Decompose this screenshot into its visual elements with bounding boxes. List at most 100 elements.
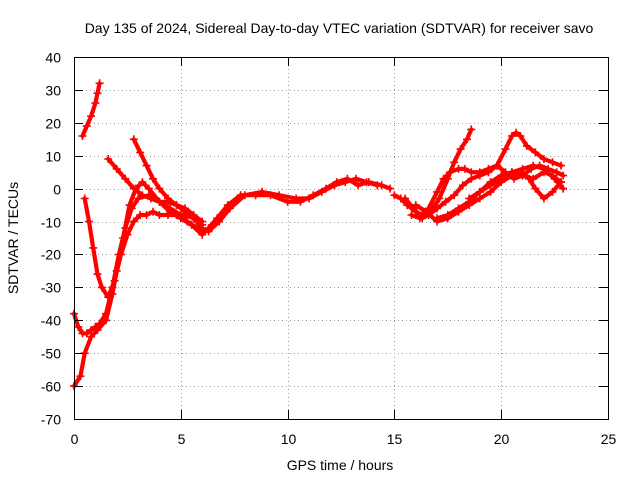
data-point (407, 211, 416, 219)
data-point (411, 201, 420, 210)
data-point (456, 145, 465, 154)
data-point (275, 191, 284, 200)
data-point (460, 164, 469, 173)
data-point (110, 276, 119, 285)
data-point (559, 171, 568, 180)
y-tick-label: -30 (41, 280, 61, 296)
data-point (155, 197, 164, 206)
y-tick-label: 20 (45, 116, 61, 132)
data-point (198, 220, 207, 229)
data-point (138, 191, 147, 200)
data-point (74, 322, 83, 331)
data-point (89, 243, 98, 252)
data-series (70, 79, 568, 391)
data-point (539, 164, 548, 173)
data-point (95, 79, 104, 88)
data-point (475, 171, 484, 180)
data-point (441, 197, 450, 206)
data-point (507, 168, 516, 177)
data-point (433, 214, 442, 223)
data-point (149, 207, 157, 216)
data-point (531, 184, 540, 193)
x-axis-label: GPS time / hours (287, 457, 394, 473)
data-point (292, 194, 301, 203)
plot-frame (74, 57, 609, 420)
data-point (138, 178, 147, 187)
data-point (104, 293, 113, 302)
data-point (467, 125, 476, 134)
data-point (559, 184, 568, 193)
data-point (166, 204, 175, 213)
data-point (172, 211, 181, 219)
y-tick-labels: -70 -60 -50 -40 -30 -20 -10 0 10 20 30 40 (41, 50, 61, 428)
data-point (127, 204, 136, 213)
series-line (413, 170, 564, 224)
data-point (467, 174, 476, 183)
y-tick-label: 10 (45, 149, 61, 165)
data-point (492, 161, 501, 170)
series-track-i (407, 128, 565, 223)
data-point (146, 194, 155, 203)
data-point (258, 187, 266, 196)
y-tick-label: 0 (53, 182, 61, 198)
data-point (516, 132, 525, 140)
data-point (518, 164, 527, 173)
data-point (112, 164, 121, 173)
data-point (104, 155, 113, 163)
y-tick-label: -60 (41, 379, 61, 395)
data-point (443, 211, 452, 219)
data-point (102, 309, 110, 318)
data-point (117, 250, 125, 259)
x-tick-label: 20 (494, 431, 510, 447)
data-point (352, 174, 360, 183)
series-line (467, 163, 566, 201)
data-point (93, 89, 102, 98)
data-point (87, 326, 96, 335)
data-point (373, 181, 382, 190)
data-point (93, 270, 102, 279)
data-point (435, 194, 444, 203)
data-point (189, 214, 198, 223)
series-line (106, 156, 205, 224)
data-point (454, 204, 463, 213)
data-point (529, 174, 538, 183)
data-point (164, 194, 172, 203)
data-point (97, 283, 106, 292)
data-point (443, 174, 452, 183)
data-point (121, 224, 130, 233)
series-track-f (129, 135, 207, 229)
data-point (204, 227, 213, 236)
series-line (403, 127, 474, 221)
data-point (557, 161, 565, 170)
data-point (341, 178, 350, 187)
y-tick-label: -10 (41, 215, 61, 231)
data-point (330, 181, 339, 190)
data-point (82, 122, 91, 131)
x-tick-label: 10 (281, 431, 297, 447)
data-point (283, 197, 292, 206)
data-point (129, 217, 138, 226)
data-point (76, 372, 85, 381)
data-point (501, 145, 510, 154)
data-point (458, 181, 467, 190)
y-tick-label: -50 (41, 346, 61, 362)
y-tick-label: 30 (45, 83, 61, 99)
data-point (401, 194, 410, 203)
data-point (181, 207, 190, 216)
x-tick-labels: 0 5 10 15 20 25 (71, 431, 617, 447)
data-point (522, 141, 531, 150)
data-point (552, 168, 561, 177)
data-point (507, 132, 516, 140)
data-point (80, 194, 89, 203)
x-tick-label: 25 (601, 431, 617, 447)
data-point (422, 207, 431, 216)
data-point (486, 181, 495, 190)
x-tick-label: 0 (71, 431, 79, 447)
x-tick-label: 15 (387, 431, 403, 447)
data-point (550, 174, 559, 183)
data-point (240, 191, 249, 200)
chart-title: Day 135 of 2024, Sidereal Day-to-day VTE… (85, 20, 594, 36)
data-point (484, 168, 493, 177)
data-point (78, 132, 87, 140)
